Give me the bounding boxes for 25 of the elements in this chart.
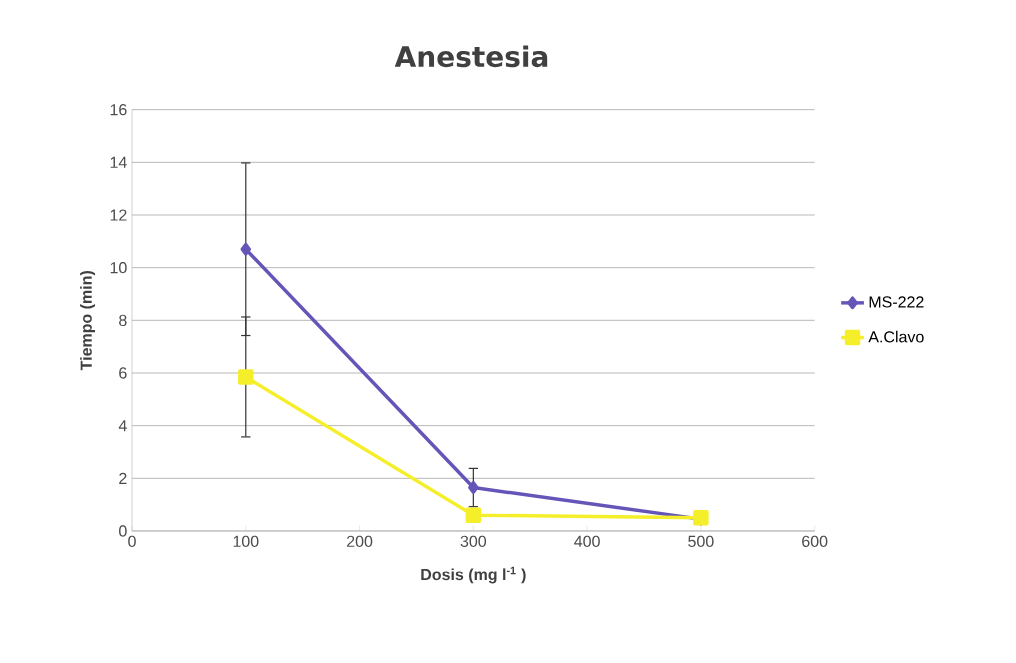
y-tick-label: 0 — [119, 525, 127, 537]
x-tick-label: 300 — [460, 535, 487, 548]
y-tick-label: 16 — [110, 104, 127, 116]
chart-title: Anestesia — [394, 45, 548, 68]
y-tick-label: 14 — [110, 156, 127, 168]
y-tick-label: 6 — [119, 367, 127, 379]
x-tick-label: 0 — [128, 535, 136, 548]
point — [468, 481, 479, 494]
x-tick-label: 500 — [688, 535, 714, 548]
x-axis-title: Dosis (mg l$^{-1}$ ) — [421, 566, 526, 584]
y-tick-label: 2 — [119, 472, 127, 484]
x-tick-label: 400 — [574, 535, 600, 548]
x-tick-label: 600 — [802, 535, 828, 548]
x-tick-label: 200 — [347, 535, 373, 548]
y-axis-title: Tiempo (min) — [80, 271, 96, 371]
legend-label: MS-222 — [869, 296, 924, 308]
point — [465, 507, 482, 523]
y-tick-label: 4 — [118, 420, 127, 432]
x-tick-label: 100 — [233, 535, 259, 548]
legend-label: A.Clavo — [868, 330, 924, 343]
y-tick-label: 8 — [119, 314, 127, 326]
y-tick-label: 10 — [110, 262, 127, 274]
point — [238, 369, 254, 385]
y-tick-label: 12 — [110, 209, 127, 221]
point — [240, 242, 252, 256]
